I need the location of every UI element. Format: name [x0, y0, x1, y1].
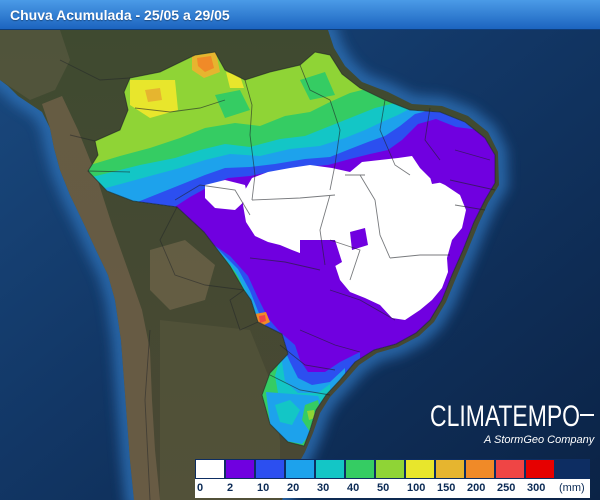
legend-swatch: [345, 459, 375, 479]
legend-swatch-blank: [555, 459, 590, 479]
southern-plains: [160, 320, 280, 500]
legend-swatch: [225, 459, 255, 479]
rainfall-patch-250mm: [259, 315, 266, 323]
legend-label: 200: [467, 482, 486, 494]
legend-swatch-row: [195, 459, 590, 479]
page-title: Chuva Acumulada - 25/05 a 29/05: [10, 7, 230, 23]
rainfall-patch-30mm: [275, 400, 300, 425]
legend-swatch: [465, 459, 495, 479]
legend-label: 50: [377, 482, 390, 494]
legend-swatch: [375, 459, 405, 479]
rainfall-patch-2mm: [428, 168, 444, 184]
logo-dash: [580, 414, 594, 416]
legend-unit: (mm): [559, 482, 585, 494]
legend-swatch: [435, 459, 465, 479]
legend-swatch: [195, 459, 225, 479]
legend-label: 100: [407, 482, 426, 494]
country-borders: [59, 59, 259, 500]
legend-label: 20: [287, 482, 300, 494]
northern-highlands: [0, 30, 70, 100]
rainfall-patch-40mm: [215, 90, 250, 118]
rainfall-legend: 0 2 10 20 30 40 50 100 150 200 250 300 (…: [195, 459, 590, 498]
logo-brand-text: CLIMATEMPO: [430, 400, 580, 432]
legend-swatch: [525, 459, 555, 479]
climatempo-logo: CLIMATEMPO: [430, 400, 594, 432]
legend-label: 150: [437, 482, 456, 494]
rainfall-patch-50mm: [307, 410, 315, 420]
state-borders: [87, 64, 496, 396]
legend-label: 40: [347, 482, 360, 494]
rainfall-patch-2mm: [350, 228, 368, 250]
legend-label: 0: [197, 482, 204, 494]
legend-swatch: [495, 459, 525, 479]
legend-swatch: [255, 459, 285, 479]
rainfall-patch-150mm: [145, 88, 162, 102]
legend-label: 250: [497, 482, 516, 494]
andes-relief: [42, 96, 160, 500]
rainfall-patch-200mm: [197, 56, 214, 72]
legend-swatch: [405, 459, 435, 479]
legend-label: 30: [317, 482, 330, 494]
legend-label: 2: [227, 482, 234, 494]
rainfall-patch-2mm: [300, 240, 342, 275]
legend-label: 300: [527, 482, 546, 494]
logo-tagline: A StormGeo Company: [484, 434, 595, 446]
brazil-outline: [87, 51, 496, 447]
altiplano-relief: [150, 240, 215, 310]
legend-label: 10: [257, 482, 270, 494]
legend-swatch: [315, 459, 345, 479]
legend-swatch: [285, 459, 315, 479]
legend-label-row: 0 2 10 20 30 40 50 100 150 200 250 300 (…: [195, 479, 590, 498]
rainfall-patch-40mm: [300, 72, 335, 100]
title-bar: Chuva Acumulada - 25/05 a 29/05: [0, 0, 600, 30]
